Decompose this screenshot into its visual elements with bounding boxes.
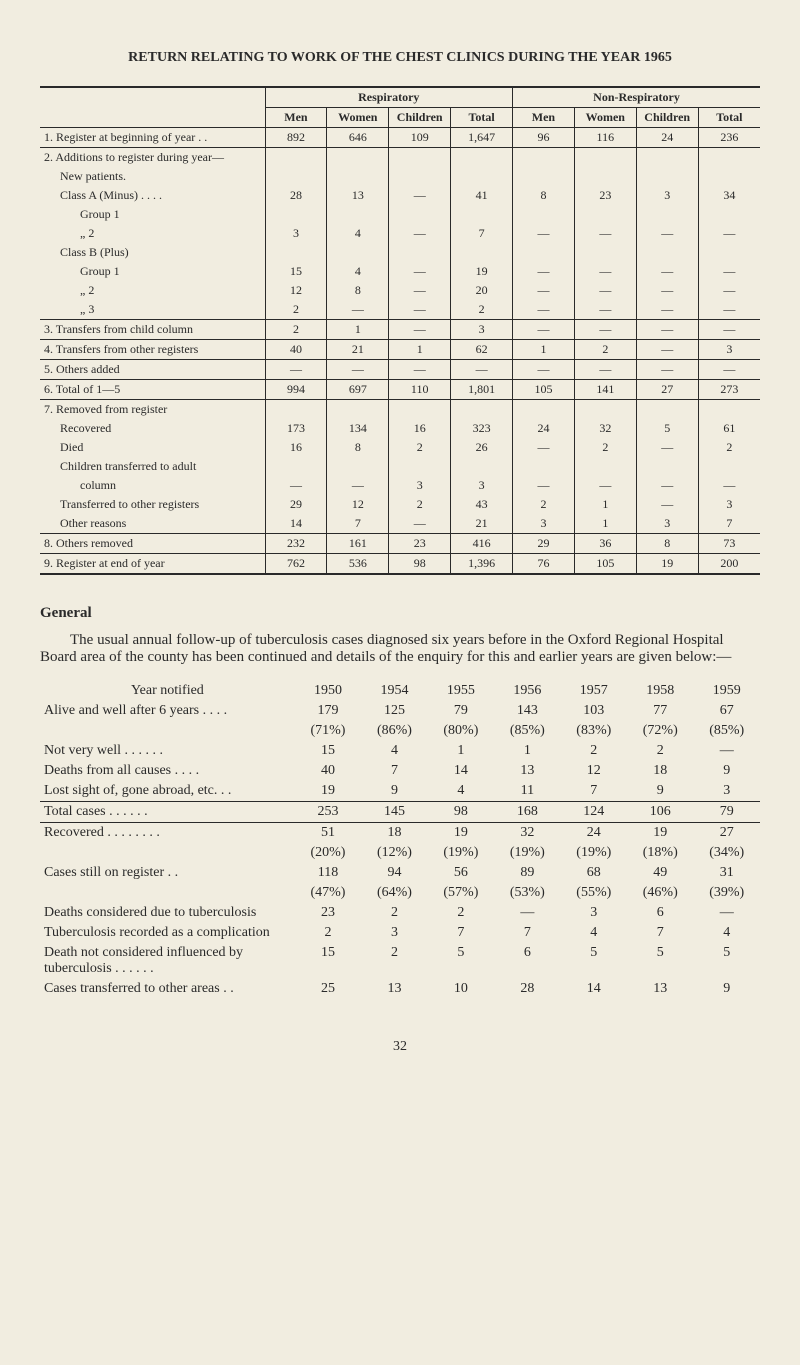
table-row: 5. Others added———————— [40, 360, 760, 380]
table-row: Transferred to other registers291224321—… [40, 495, 760, 514]
table-row: 9. Register at end of year762536981,3967… [40, 554, 760, 575]
col-header: Women [574, 108, 636, 128]
table-1: RespiratoryNon-RespiratoryMenWomenChildr… [40, 86, 760, 575]
general-paragraph: The usual annual follow-up of tuberculos… [40, 632, 760, 666]
col-header: Men [265, 108, 327, 128]
table-row: Died168226—2—2 [40, 438, 760, 457]
table-row: Group 1 [40, 205, 760, 224]
table-row: 3. Transfers from child column21—3———— [40, 320, 760, 340]
page-title: RETURN RELATING TO WORK OF THE CHEST CLI… [40, 50, 760, 66]
table-row: 8. Others removed232161234162936873 [40, 534, 760, 554]
table-row: Other reasons147—213137 [40, 514, 760, 534]
table-row: Recovered173134163232432561 [40, 419, 760, 438]
general-heading: General [40, 605, 760, 622]
table-row: Death not considered influenced by tuber… [40, 943, 760, 979]
year-notified-label: Year notified [40, 681, 295, 701]
col-group-nonrespiratory: Non-Respiratory [513, 88, 761, 108]
col-group-respiratory: Respiratory [265, 88, 513, 108]
col-header: Total [451, 108, 513, 128]
year-header: 1955 [428, 681, 494, 701]
table-row: 4. Transfers from other registers4021162… [40, 340, 760, 360]
table-row: Alive and well after 6 years . . . .1791… [40, 701, 760, 721]
table-row: „ 32——2———— [40, 300, 760, 320]
table-row: Recovered . . . . . . . .51181932241927 [40, 823, 760, 844]
table-row: 6. Total of 1—59946971101,80110514127273 [40, 380, 760, 400]
table-row: Cases still on register . .1189456896849… [40, 863, 760, 883]
col-header: Total [698, 108, 760, 128]
year-header: 1959 [693, 681, 760, 701]
year-header: 1954 [361, 681, 427, 701]
table-row: Tuberculosis recorded as a complication2… [40, 923, 760, 943]
page-number: 32 [40, 1039, 760, 1055]
table-row: 2. Additions to register during year— [40, 148, 760, 168]
table-row: Children transferred to adult [40, 457, 760, 476]
table-row: New patients. [40, 167, 760, 186]
table-row: Total cases . . . . . .25314598168124106… [40, 802, 760, 823]
year-header: 1958 [627, 681, 693, 701]
col-header: Children [636, 108, 698, 128]
col-header: Children [389, 108, 451, 128]
table-row: Cases transferred to other areas . .2513… [40, 979, 760, 999]
table-row: Deaths considered due to tuberculosis232… [40, 903, 760, 923]
table-row: „ 234—7———— [40, 224, 760, 243]
col-header: Women [327, 108, 389, 128]
table-row: Group 1154—19———— [40, 262, 760, 281]
col-header: Men [513, 108, 575, 128]
table-row: column——33———— [40, 476, 760, 495]
year-header: 1956 [494, 681, 560, 701]
table-row: „ 2128—20———— [40, 281, 760, 300]
table-row: Not very well . . . . . .1541122— [40, 741, 760, 761]
table-row: Class B (Plus) [40, 243, 760, 262]
table-row: Lost sight of, gone abroad, etc. . .1994… [40, 781, 760, 802]
table-row: 1. Register at beginning of year . .8926… [40, 128, 760, 148]
table-row: 7. Removed from register [40, 400, 760, 420]
table-2: Year notified195019541955195619571958195… [40, 681, 760, 999]
year-header: 1957 [561, 681, 627, 701]
table-row: Deaths from all causes . . . .4071413121… [40, 761, 760, 781]
table-row: Class A (Minus) . . . .2813—41823334 [40, 186, 760, 205]
year-header: 1950 [295, 681, 361, 701]
